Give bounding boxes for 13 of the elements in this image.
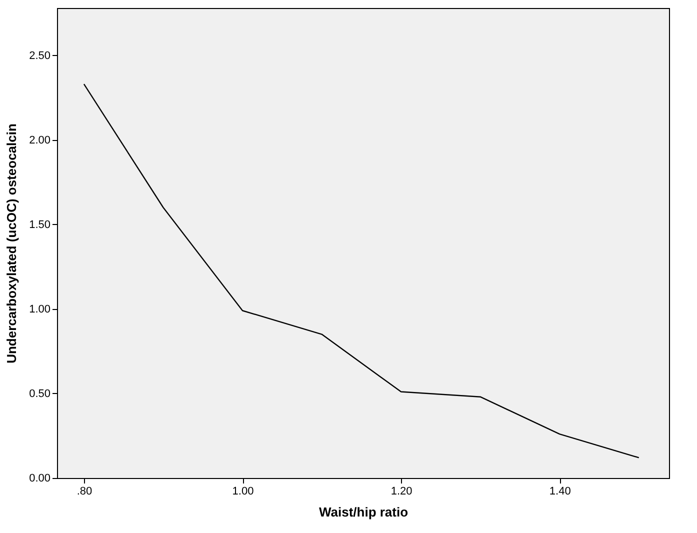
line-series [83,83,640,458]
y-tick-label: 0.50 [29,388,50,400]
y-tick-label: 1.00 [29,303,50,316]
y-axis-title: Undercarboxylated (ucOC) osteocalcin [4,124,20,364]
y-tick-label: 2.50 [29,50,50,62]
x-axis-title: Waist/hip ratio [318,504,408,520]
x-tick-label: 1.40 [549,486,571,498]
y-tick-label: 2.00 [29,134,50,146]
x-tick-label: 1.20 [390,486,412,498]
y-tick-label: 1.50 [29,218,50,231]
x-tick-label: 1.00 [232,486,254,498]
y-tick-label: 0.00 [29,472,50,484]
x-tick-label: .80 [76,486,92,498]
